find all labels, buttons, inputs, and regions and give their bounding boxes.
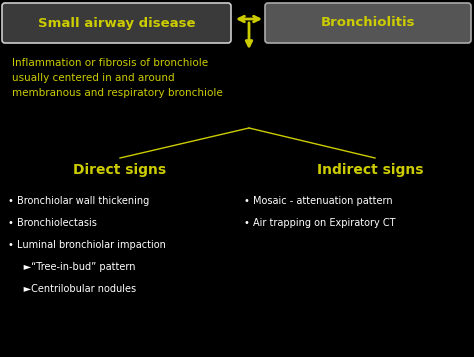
Text: Direct signs: Direct signs: [73, 163, 166, 177]
Text: • Mosaic - attenuation pattern: • Mosaic - attenuation pattern: [244, 196, 392, 206]
Text: • Luminal bronchiolar impaction: • Luminal bronchiolar impaction: [8, 240, 166, 250]
FancyBboxPatch shape: [2, 3, 231, 43]
Text: Inflammation or fibrosis of bronchiole
usually centered in and around
membranous: Inflammation or fibrosis of bronchiole u…: [12, 58, 223, 99]
Text: Bronchiolitis: Bronchiolitis: [321, 16, 415, 30]
Text: Indirect signs: Indirect signs: [317, 163, 423, 177]
Text: • Bronchiolectasis: • Bronchiolectasis: [8, 218, 97, 228]
Text: Small airway disease: Small airway disease: [38, 16, 195, 30]
Text: • Air trapping on Expiratory CT: • Air trapping on Expiratory CT: [244, 218, 395, 228]
FancyBboxPatch shape: [265, 3, 471, 43]
Text: ►“Tree-in-bud” pattern: ►“Tree-in-bud” pattern: [8, 262, 136, 272]
Text: ►Centrilobular nodules: ►Centrilobular nodules: [8, 284, 136, 294]
Text: • Bronchiolar wall thickening: • Bronchiolar wall thickening: [8, 196, 149, 206]
